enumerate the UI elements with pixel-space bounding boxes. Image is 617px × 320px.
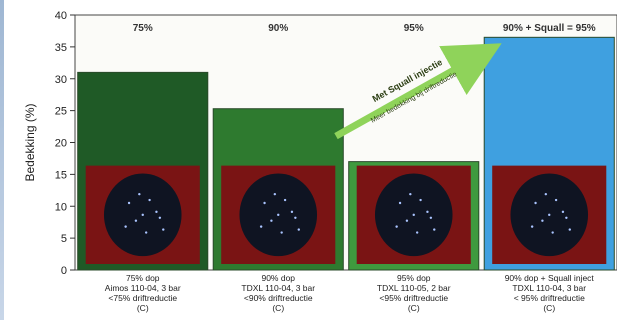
sample-dot (134, 219, 138, 222)
sample-dot (409, 192, 412, 196)
sample-dot (415, 231, 419, 234)
category-label-1: <75% driftreductie (108, 293, 177, 303)
sample-dot (398, 201, 402, 205)
top-label-4: 90% + Squall = 95% (503, 23, 596, 34)
sample-dot (568, 228, 571, 231)
sample-dot (554, 198, 558, 202)
sample-dot (124, 225, 127, 228)
top-label-3: 95% (404, 23, 424, 34)
sample-dot (541, 219, 544, 222)
y-tick-label: 20 (55, 138, 67, 150)
sample-dot (530, 225, 534, 228)
annotation-arrow (334, 43, 502, 140)
category-label-2: TDXL 110-04, 3 bar (241, 283, 315, 293)
sample-dot (412, 213, 415, 217)
category-label-3: 95% dop (397, 273, 431, 283)
category-label-3: <95% driftreductie (379, 293, 448, 303)
sample-dot (277, 213, 280, 217)
sample-dot (548, 213, 551, 217)
y-tick-label: 15 (55, 169, 67, 181)
sample-dot (158, 216, 162, 219)
category-label-2: (C) (272, 303, 284, 313)
left-edge-strip (0, 0, 4, 320)
sample-dot (419, 198, 422, 202)
y-tick-label: 10 (55, 201, 67, 213)
sample-dot (127, 201, 131, 205)
sample-dot (162, 228, 165, 231)
sample-dot (148, 198, 151, 202)
sample-dot (429, 216, 433, 219)
y-tick-label: 25 (55, 106, 67, 118)
y-tick-label: 5 (61, 233, 67, 245)
sample-dot (433, 228, 436, 231)
sample-dot (273, 192, 277, 196)
sample-dot (270, 219, 273, 222)
sample-dot (263, 201, 266, 205)
y-tick-label: 35 (55, 42, 67, 54)
sample-dot (259, 225, 263, 228)
sample-dot (534, 201, 537, 205)
y-axis-label: Bedekking (%) (23, 103, 37, 181)
sample-dot (144, 231, 148, 234)
category-label-2: 90% dop (261, 273, 295, 283)
category-label-1: Aimos 110-04, 3 bar (105, 283, 181, 293)
sample-dot (297, 228, 300, 231)
top-label-1: 75% (133, 23, 153, 34)
y-tick-label: 40 (55, 10, 67, 22)
category-label-4: (C) (543, 303, 555, 313)
category-label-2: <90% driftreductie (244, 293, 313, 303)
sample-dot (283, 198, 287, 202)
sample-dot (141, 213, 144, 217)
top-label-2: 90% (268, 23, 288, 34)
category-label-3: (C) (408, 303, 420, 313)
category-label-1: 75% dop (126, 273, 160, 283)
sample-dot (561, 210, 565, 214)
category-label-3: TDXL 110-05, 2 bar (377, 283, 451, 293)
category-label-4: TDXL 110-04, 3 bar (512, 283, 586, 293)
y-tick-label: 0 (61, 265, 67, 277)
sample-dot (290, 210, 294, 214)
sample-dot (426, 210, 429, 214)
sample-dot (138, 192, 141, 196)
category-label-1: (C) (137, 303, 149, 313)
sample-dot (405, 219, 409, 222)
sample-dot (565, 216, 568, 219)
sample-dot (544, 192, 548, 196)
category-label-4: 90% dop + Squall inject (505, 273, 595, 283)
sample-dot (395, 225, 398, 228)
sample-dot (280, 231, 283, 234)
sample-dot (551, 231, 554, 234)
sample-dot (155, 210, 158, 214)
category-label-4: < 95% driftreductie (514, 293, 585, 303)
sample-dot (294, 216, 297, 219)
y-tick-label: 30 (55, 74, 67, 86)
